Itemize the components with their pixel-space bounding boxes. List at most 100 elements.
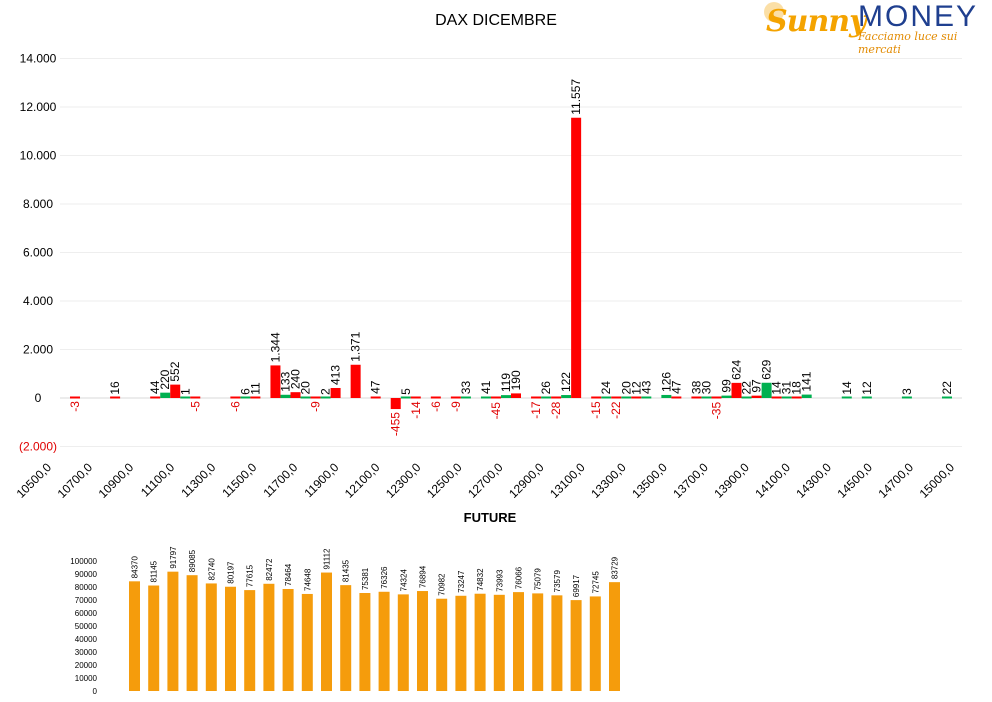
future-data-label: 82472 xyxy=(265,558,274,581)
logo-brand-money: MONEY xyxy=(858,0,979,33)
bar xyxy=(781,396,792,399)
data-label: 24 xyxy=(599,381,613,395)
future-data-label: 72745 xyxy=(591,571,600,594)
future-bar xyxy=(436,598,448,691)
bar xyxy=(601,396,612,399)
data-label: 3 xyxy=(900,388,914,395)
bar xyxy=(691,396,702,399)
bar xyxy=(180,396,191,399)
bar xyxy=(701,396,712,399)
bar xyxy=(751,395,762,398)
data-label: 2 xyxy=(319,388,333,395)
data-label: 97 xyxy=(750,379,764,393)
bar xyxy=(861,396,872,399)
data-label: -14 xyxy=(409,401,423,419)
future-data-label: 75079 xyxy=(534,568,543,591)
bar xyxy=(150,396,161,399)
data-label: -455 xyxy=(389,412,403,436)
data-label: 31 xyxy=(780,381,794,395)
bar xyxy=(300,396,311,399)
future-bar xyxy=(359,593,371,691)
bar xyxy=(250,396,261,399)
future-bar xyxy=(340,585,352,691)
future-y-tick-label: 40000 xyxy=(75,635,98,644)
data-label: -22 xyxy=(609,401,623,419)
data-label: 624 xyxy=(730,360,744,380)
data-label: 14 xyxy=(840,381,854,395)
data-label: 47 xyxy=(369,380,383,394)
data-label: 1.371 xyxy=(349,331,363,361)
future-y-tick-label: 100000 xyxy=(70,557,97,566)
sun-icon xyxy=(764,2,784,22)
data-label: 33 xyxy=(459,381,473,395)
future-data-label: 80197 xyxy=(227,561,236,584)
bar xyxy=(460,396,471,399)
data-label: 5 xyxy=(399,388,413,395)
bar xyxy=(791,396,802,399)
future-data-label: 81435 xyxy=(342,559,351,582)
future-data-label: 78464 xyxy=(284,563,293,586)
bar xyxy=(450,396,461,399)
future-data-label: 70982 xyxy=(438,573,447,596)
future-data-label: 82740 xyxy=(207,558,216,581)
y-tick-label: 8.000 xyxy=(23,197,53,211)
data-label: 44 xyxy=(148,380,162,394)
bar xyxy=(370,396,381,399)
data-label: -5 xyxy=(188,401,202,412)
future-data-label: 69917 xyxy=(572,574,581,597)
data-label: 14 xyxy=(770,381,784,395)
dax-chart: (2.000) 0 2.000 4.000 6.000 8.000 10.000 12.000… xyxy=(14,52,962,500)
bar xyxy=(410,396,421,399)
future-data-label: 74832 xyxy=(476,568,485,591)
bar xyxy=(841,396,852,399)
logo-tagline: Facciamo luce sui mercati xyxy=(858,30,958,56)
data-label: -35 xyxy=(709,402,723,420)
future-bar xyxy=(493,594,505,691)
future-bar xyxy=(244,590,256,691)
y-tick-label: 0 xyxy=(35,391,42,405)
y-tick-label: 6.000 xyxy=(23,246,53,260)
bar xyxy=(731,382,742,398)
future-y-tick-label: 30000 xyxy=(75,648,98,657)
bar xyxy=(541,396,552,399)
future-data-label: 83729 xyxy=(611,556,620,579)
data-label: -6 xyxy=(429,401,443,412)
logo: Sunny MONEY Facciamo luce sui mercati xyxy=(764,0,986,56)
future-bar xyxy=(282,588,294,691)
chart-title: DAX DICEMBRE xyxy=(435,12,557,29)
y-tick-label: (2.000) xyxy=(19,440,57,454)
bar xyxy=(611,396,622,399)
data-label: 18 xyxy=(790,381,804,395)
future-bar xyxy=(321,572,332,691)
future-bar xyxy=(263,583,275,691)
bar xyxy=(350,364,361,398)
bar xyxy=(310,396,321,399)
data-label: -17 xyxy=(529,401,543,419)
bar xyxy=(270,365,281,398)
data-label: 6 xyxy=(238,388,252,395)
future-data-label: 75381 xyxy=(361,567,370,590)
data-label: 1 xyxy=(178,388,192,395)
data-label: 119 xyxy=(499,373,513,392)
future-bar xyxy=(148,585,160,691)
data-label: 133 xyxy=(279,371,293,391)
data-label: -6 xyxy=(228,401,242,412)
bar xyxy=(190,396,201,399)
future-bar xyxy=(455,595,467,691)
data-label: -9 xyxy=(449,401,463,412)
bar xyxy=(711,396,722,399)
future-bar xyxy=(609,582,620,691)
future-bar xyxy=(589,596,601,691)
bar xyxy=(290,392,301,398)
bar xyxy=(280,394,291,398)
future-bar xyxy=(513,592,524,691)
data-label: -45 xyxy=(489,402,503,420)
data-label: 20 xyxy=(619,381,633,395)
future-bar xyxy=(397,594,409,691)
y-tick-label: 10.000 xyxy=(20,149,57,163)
future-bar xyxy=(225,586,236,691)
future-data-label: 84370 xyxy=(131,556,140,579)
bar xyxy=(661,394,672,398)
